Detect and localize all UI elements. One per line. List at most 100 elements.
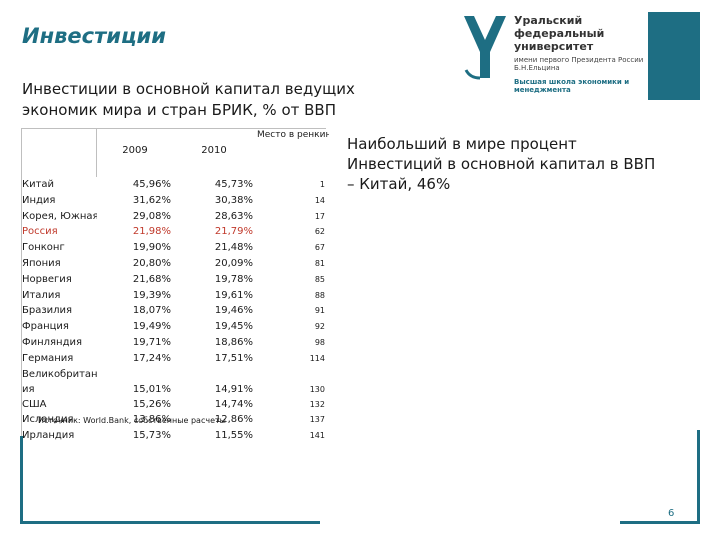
- table-row: Финляндия 19,71% 18,86% 98: [22, 335, 329, 351]
- cell-country: США: [22, 398, 47, 410]
- cell-2010: 19,78%: [214, 273, 253, 285]
- cell-2010: 18,86%: [214, 336, 253, 348]
- cell-rank: 67: [314, 243, 325, 253]
- cell-2009: 21,98%: [132, 226, 171, 238]
- table-header-row: 2009 2010 Место в ренкинге: [22, 129, 329, 177]
- cell-rank: 85: [314, 274, 325, 284]
- cell-2010: 14,74%: [214, 398, 253, 410]
- callout-text: Наибольший в мире процент Инвестиций в о…: [347, 135, 656, 193]
- table-row: Италия 19,39% 19,61% 88: [22, 288, 329, 304]
- cell-2010: 19,61%: [214, 289, 253, 301]
- source-note: Источник: World.Bank, собственные расчет…: [38, 416, 226, 425]
- university-logo: Уральский федеральный университет имени …: [460, 12, 700, 104]
- cell-rank: 132: [309, 399, 325, 409]
- cell-rank: 88: [314, 290, 325, 300]
- cell-2009: 19,90%: [132, 242, 171, 254]
- cell-2009: 15,26%: [132, 398, 171, 410]
- cell-country: Германия: [22, 352, 74, 364]
- cell-2010: 20,09%: [214, 257, 253, 269]
- logo-university-dedication: имени первого Президента России Б.Н.Ельц…: [514, 56, 644, 72]
- cell-2009: 29,08%: [132, 210, 171, 222]
- cell-2009: 19,49%: [132, 321, 171, 333]
- cell-2010: 45,73%: [214, 179, 253, 190]
- logo-accent-bar: [648, 12, 700, 100]
- cell-2009: 17,24%: [132, 352, 171, 364]
- frame-line-bottom-left: [20, 521, 320, 524]
- cell-country: Индия: [22, 194, 56, 206]
- logo-university-name: Уральский федеральный университет: [514, 14, 605, 53]
- cell-2009: 19,39%: [132, 289, 171, 301]
- cell-country-line: ия: [22, 383, 35, 395]
- table-row: Россия 21,98% 21,79% 62: [22, 224, 329, 240]
- cell-2009: 19,71%: [132, 336, 171, 348]
- cell-rank: 62: [314, 227, 325, 237]
- table-row: Великобритан ия 15,01% 14,91% 130: [22, 367, 329, 397]
- cell-2009: 13,86%: [132, 414, 171, 426]
- cell-country: Бразилия: [22, 305, 73, 317]
- cell-rank: 81: [314, 258, 325, 268]
- table-row: Ирландия 15,73% 11,55% 141: [22, 428, 329, 444]
- cell-rank: 14: [314, 195, 325, 205]
- header-2009: 2009: [122, 145, 148, 156]
- cell-rank: 1: [319, 180, 325, 189]
- cell-country: Гонконг: [22, 242, 65, 254]
- frame-line-bottom-right: [620, 521, 700, 524]
- cell-country: Ирландия: [22, 430, 75, 442]
- cell-2010: 17,51%: [214, 352, 253, 364]
- cell-country: Франция: [22, 321, 69, 333]
- cell-rank: 91: [314, 306, 325, 316]
- cell-country: Япония: [22, 257, 61, 269]
- cell-country: Китай: [22, 179, 55, 190]
- cell-2010: 21,48%: [214, 242, 253, 254]
- investment-table: 2009 2010 Место в ренкинге Китай 45,96% 45…: [21, 128, 329, 444]
- cell-rank: 141: [309, 431, 325, 441]
- cell-country-line: Великобритан: [22, 368, 97, 380]
- cell-country: Финляндия: [22, 336, 83, 348]
- cell-2010: 30,38%: [214, 194, 253, 206]
- cell-country: Россия: [22, 226, 58, 238]
- table-row: Бразилия 18,07% 19,46% 91: [22, 303, 329, 319]
- header-country: [22, 129, 97, 177]
- cell-country: Италия: [22, 289, 61, 301]
- table-row: Исландия 13,86% 12,86% 137: [22, 412, 329, 428]
- header-rank: Место в ренкинге: [257, 130, 329, 140]
- logo-school-name: Высшая школа экономики и менеджмента: [514, 78, 630, 94]
- cell-2010: 11,55%: [214, 430, 253, 442]
- table-row: Норвегия 21,68% 19,78% 85: [22, 272, 329, 288]
- frame-line-left: [20, 436, 23, 524]
- cell-country: Норвегия: [22, 273, 72, 285]
- cell-2010: 14,91%: [214, 383, 253, 395]
- cell-2010: 28,63%: [214, 210, 253, 222]
- cell-rank: 92: [314, 322, 325, 332]
- table-row: Франция 19,49% 19,45% 92: [22, 319, 329, 335]
- cell-2010: 19,45%: [214, 321, 253, 333]
- cell-2010: 12,86%: [214, 414, 253, 426]
- cell-2009: 31,62%: [132, 194, 171, 206]
- table-row: США 15,26% 14,74% 132: [22, 397, 329, 413]
- table-row: Индия 31,62% 30,38% 14: [22, 193, 329, 209]
- urfu-logo-icon: [464, 16, 506, 80]
- header-2010: 2010: [201, 145, 227, 156]
- cell-rank: 130: [309, 384, 325, 394]
- cell-2010: 19,46%: [214, 305, 253, 317]
- table-row: Китай 45,96% 45,73% 1: [22, 177, 329, 193]
- cell-country: Великобритан ия: [22, 367, 97, 397]
- cell-country: Исландия: [22, 414, 74, 426]
- page-title: Инвестиции: [22, 24, 166, 48]
- cell-2009: 15,73%: [132, 430, 171, 442]
- cell-2009: 20,80%: [132, 257, 171, 269]
- frame-line-right: [697, 430, 700, 524]
- table-row: Корея, Южная 29,08% 28,63% 17: [22, 209, 329, 225]
- page-number: 6: [668, 508, 675, 519]
- table-row: Гонконг 19,90% 21,48% 67: [22, 240, 329, 256]
- table-row: Япония 20,80% 20,09% 81: [22, 256, 329, 272]
- cell-2009: 15,01%: [132, 383, 171, 395]
- cell-rank: 98: [314, 337, 325, 347]
- cell-country: Корея, Южная: [22, 210, 97, 222]
- cell-rank: 114: [309, 353, 325, 363]
- cell-rank: 17: [314, 211, 325, 221]
- cell-2010: 21,79%: [214, 226, 253, 238]
- cell-2009: 21,68%: [132, 273, 171, 285]
- table-row: Германия 17,24% 17,51% 114: [22, 351, 329, 367]
- cell-2009: 45,96%: [132, 179, 171, 190]
